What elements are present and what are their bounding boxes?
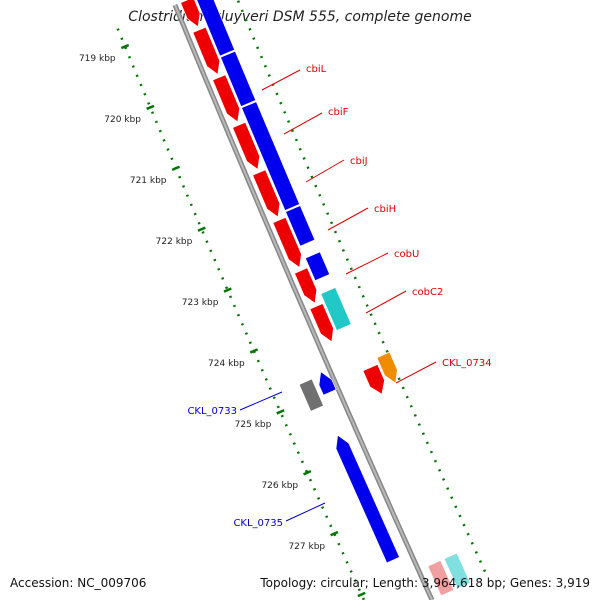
leader-line [239,391,283,411]
cds-red-1[interactable] [192,26,221,76]
cds-red-2[interactable] [212,74,241,123]
label-layer: cbiL cbiF cbiJ cbiH cobU cobC2 CKL_0734 CKL_073… [187,64,491,529]
feature-track [179,0,471,597]
ruler-tick-label: 721 kbp [130,176,167,186]
leader-line [305,159,345,183]
genome-summary: Topology: circular; Length: 3,964,618 bp… [260,576,590,590]
cds-cyan-0[interactable] [320,286,352,332]
cds-red-3[interactable] [231,121,261,171]
cds-blue-5[interactable] [318,370,337,396]
outer-guide-ring [236,0,488,576]
leader-line [285,502,326,522]
ruler-tick [303,469,312,476]
inner-guide-ring [116,28,366,600]
ruler-ticks: 719 kbp 720 kbp 721 kbp 722 kbp 723 kbp 724 k… [79,43,366,598]
ruler-tick [276,409,285,415]
ruler-tick [171,165,181,172]
accession-text: Accession: NC_009706 [10,576,147,590]
ruler-tick-label: 727 kbp [288,542,325,552]
cds-blue-0[interactable] [195,0,236,57]
ruler-tick-label: 723 kbp [182,298,219,308]
cds-red-5[interactable] [272,216,302,269]
backbone-highlight [174,4,433,600]
gene-label-ckl_0735[interactable]: CKL_0735 [233,518,283,529]
cds-red-4[interactable] [252,169,281,218]
gene-label-ckl_0733[interactable]: CKL_0733 [187,406,237,417]
leader-line [365,290,407,314]
ring-lines [116,0,488,600]
ruler-tick-label: 719 kbp [79,54,116,64]
gene-label-cbif[interactable]: cbiF [328,107,349,118]
gene-label-cbih[interactable]: cbiH [374,204,396,215]
leader-line [345,252,389,275]
gene-label-cobc2[interactable]: cobC2 [412,287,443,298]
cds-gray-0[interactable] [298,378,325,412]
leader-line [261,69,301,91]
leader-line [327,207,369,231]
gene-label-cbil[interactable]: cbiL [306,64,327,75]
cds-red-8[interactable] [362,363,386,395]
cds-pink-faded[interactable] [427,559,455,597]
cds-orange-0[interactable] [376,351,398,385]
ruler-tick [197,226,206,232]
ruler-tick [146,104,155,111]
leader-line [283,112,323,135]
cds-blue-6[interactable] [335,434,401,564]
cds-blue-4[interactable] [304,251,331,282]
cds-blue-2[interactable] [240,101,301,212]
cds-cyan-faded[interactable] [443,552,471,590]
ruler-tick-label: 720 kbp [104,115,141,125]
ruler-tick-label: 724 kbp [208,359,245,369]
ruler-tick-label: 722 kbp [156,237,193,247]
cds-red-0[interactable] [179,0,201,28]
cds-blue-3[interactable] [284,204,316,247]
ruler-tick [330,530,339,537]
gene-label-cobu[interactable]: cobU [394,249,419,260]
gene-label-ckl_0734[interactable]: CKL_0734 [442,358,492,369]
ruler-tick [223,287,232,293]
ruler-tick [357,591,366,598]
cds-blue-1[interactable] [219,50,257,108]
leader-line [395,361,437,384]
gene-label-cbij[interactable]: cbiJ [350,156,368,167]
ruler-tick-label: 725 kbp [235,420,272,430]
ruler-tick [120,43,130,50]
ruler-tick [249,348,259,354]
cds-red-7[interactable] [309,302,334,343]
cds-red-6[interactable] [293,267,318,305]
ruler-tick-label: 726 kbp [261,481,298,491]
